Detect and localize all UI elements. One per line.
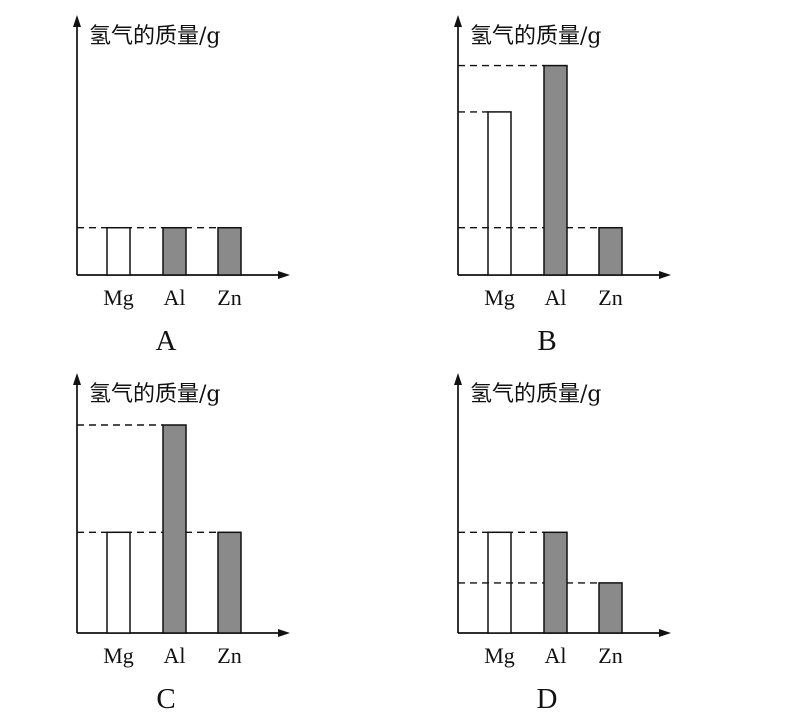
y-axis-arrow [454, 373, 462, 385]
y-axis-label: 氢气的质量/g [89, 24, 221, 49]
bar-zn [598, 582, 623, 634]
bar-zn [598, 226, 623, 276]
bar-al [162, 424, 187, 634]
panel-caption: B [537, 325, 556, 357]
bar-mg [487, 111, 512, 276]
x-axis-arrow [659, 629, 671, 637]
y-axis-arrow [73, 15, 81, 27]
category-label-al: Al [164, 643, 186, 668]
bar-zn [217, 531, 242, 634]
chart-panel-d: 氢气的质量/g Mg Al Zn D [454, 373, 671, 715]
y-axis-label: 氢气的质量/g [470, 24, 602, 49]
category-label-al: Al [164, 285, 186, 310]
x-axis-arrow [278, 629, 290, 637]
category-label-mg: Mg [103, 285, 134, 310]
chart-panel-a: 氢气的质量/g Mg Al Zn A [73, 15, 290, 357]
chart-panel-b: 氢气的质量/g Mg Al Zn B [454, 15, 671, 357]
category-label-zn: Zn [217, 285, 241, 310]
panel-caption: A [156, 325, 177, 357]
category-label-mg: Mg [484, 643, 515, 668]
y-axis-arrow [454, 15, 462, 27]
y-axis-label: 氢气的质量/g [89, 382, 221, 407]
bar-al [162, 226, 187, 276]
panel-caption: D [537, 683, 558, 715]
y-axis-label: 氢气的质量/g [470, 382, 602, 407]
bar-mg [106, 226, 131, 276]
bar-al [543, 64, 568, 276]
category-label-mg: Mg [103, 643, 134, 668]
panel-caption: C [156, 683, 175, 715]
category-label-al: Al [545, 285, 567, 310]
x-axis-arrow [278, 271, 290, 279]
y-axis-arrow [73, 373, 81, 385]
bar-zn [217, 226, 242, 276]
x-axis-arrow [659, 271, 671, 279]
category-label-zn: Zn [217, 643, 241, 668]
category-label-zn: Zn [598, 285, 622, 310]
category-label-al: Al [545, 643, 567, 668]
bar-al [543, 531, 568, 634]
category-label-zn: Zn [598, 643, 622, 668]
chart-panel-c: 氢气的质量/g Mg Al Zn C [73, 373, 290, 715]
bar-mg [106, 531, 131, 634]
category-label-mg: Mg [484, 285, 515, 310]
